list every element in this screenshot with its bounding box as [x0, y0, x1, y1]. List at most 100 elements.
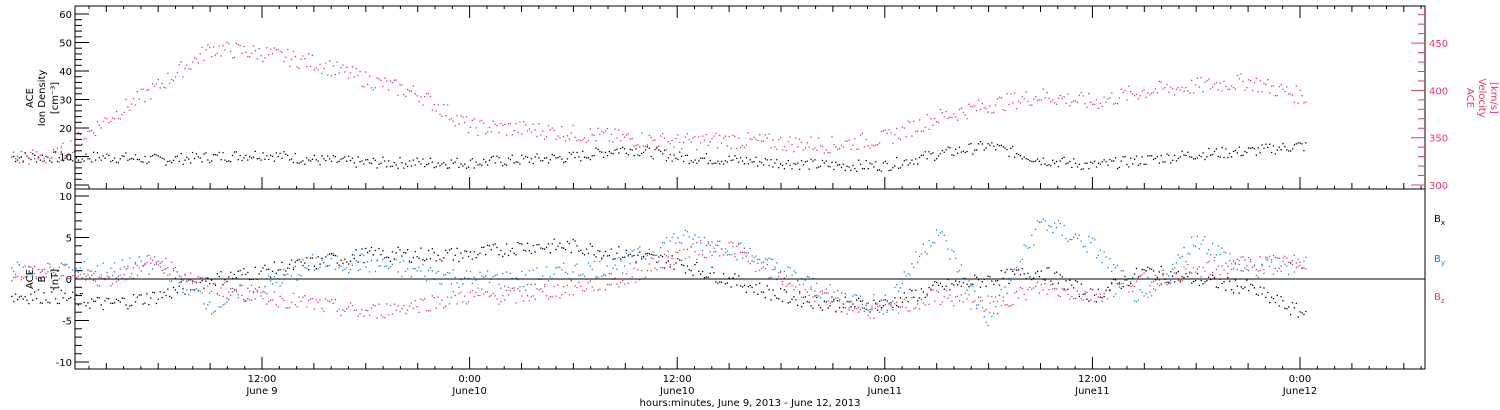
bz-point [970, 308, 972, 310]
density-point [323, 158, 325, 160]
velocity-point [165, 87, 167, 89]
by-point [94, 270, 97, 273]
bx-point [968, 286, 970, 288]
by-point [210, 313, 213, 315]
by-point [1291, 264, 1294, 266]
velocity-point [745, 144, 748, 146]
density-point [574, 156, 576, 159]
density-point [365, 159, 367, 161]
by-point [11, 280, 13, 282]
bz-point [258, 286, 260, 289]
velocity-point [475, 127, 477, 129]
bx-point [549, 252, 551, 254]
bz-point [1234, 263, 1237, 265]
bx-point [1114, 279, 1117, 281]
by-point [734, 253, 736, 255]
density-point [825, 160, 827, 162]
velocity-point [635, 145, 637, 147]
bz-point [344, 310, 346, 312]
bx-point [524, 250, 527, 252]
by-point [1027, 247, 1029, 249]
velocity-point [582, 139, 584, 141]
by-point [365, 266, 367, 268]
velocity-point [100, 127, 102, 129]
by-point [28, 266, 30, 268]
velocity-point [686, 133, 689, 135]
by-point [155, 263, 158, 265]
bx-point [869, 311, 871, 313]
bz-point [743, 251, 746, 254]
bz-point [1057, 294, 1060, 297]
bx-point [96, 296, 99, 299]
bx-point [1230, 288, 1233, 291]
velocity-point [184, 68, 186, 70]
bz-point [500, 300, 502, 303]
bz-point [296, 306, 298, 308]
by-point [694, 234, 696, 236]
density-point [789, 164, 791, 167]
by-point [749, 247, 751, 250]
bx-point [363, 261, 365, 264]
by-point [563, 262, 565, 264]
velocity-point [47, 156, 49, 159]
bx-point [1152, 270, 1155, 272]
bz-point [1116, 283, 1119, 285]
by-point [572, 271, 574, 273]
bx-point [1149, 268, 1151, 270]
bx-point [54, 298, 57, 300]
bz-point [247, 297, 249, 300]
velocity-point [524, 124, 527, 126]
bx-point [355, 249, 357, 251]
velocity-point [677, 134, 679, 136]
by-point [698, 236, 700, 238]
density-point [304, 163, 306, 165]
bz-point [1074, 297, 1077, 300]
velocity-point [1164, 87, 1166, 89]
bx-point [543, 248, 546, 250]
density-point [604, 151, 607, 154]
by-point [865, 303, 867, 305]
by-point [772, 258, 774, 260]
bz-point [610, 284, 612, 286]
velocity-point [435, 110, 437, 112]
velocity-point [631, 137, 633, 140]
density-point [376, 167, 378, 169]
bx-point [191, 280, 194, 282]
by-point [148, 254, 150, 256]
by-point [1284, 263, 1286, 265]
density-point [918, 156, 921, 159]
bz-point [1189, 271, 1191, 273]
by-point [665, 237, 668, 239]
bz-point [224, 282, 226, 284]
bz-point [753, 256, 755, 259]
velocity-point [770, 147, 772, 149]
density-point [920, 154, 923, 157]
velocity-point [1293, 101, 1296, 103]
bx-point [532, 244, 534, 247]
by-point [545, 266, 548, 268]
by-point [1179, 257, 1181, 259]
bx-point [1280, 296, 1282, 298]
bz-point [844, 306, 846, 309]
bz-point [85, 275, 87, 278]
by-point [757, 262, 759, 264]
bz-point [380, 314, 382, 317]
by-point [806, 275, 808, 278]
velocity-point [334, 73, 336, 76]
bx-point [1006, 268, 1008, 271]
velocity-point [1029, 104, 1031, 106]
bx-point [795, 299, 797, 301]
velocity-point [861, 132, 864, 134]
density-point [384, 160, 386, 162]
velocity-point [275, 49, 277, 51]
bz-point [1042, 289, 1044, 291]
density-point [319, 163, 321, 166]
density-point [519, 163, 521, 165]
density-point [543, 157, 546, 159]
bx-point [856, 299, 858, 301]
density-point [877, 169, 879, 171]
velocity-point [856, 148, 858, 150]
top-left-tick-label: 50 [59, 39, 72, 50]
bx-point [1162, 273, 1164, 275]
bz-point [157, 264, 159, 266]
